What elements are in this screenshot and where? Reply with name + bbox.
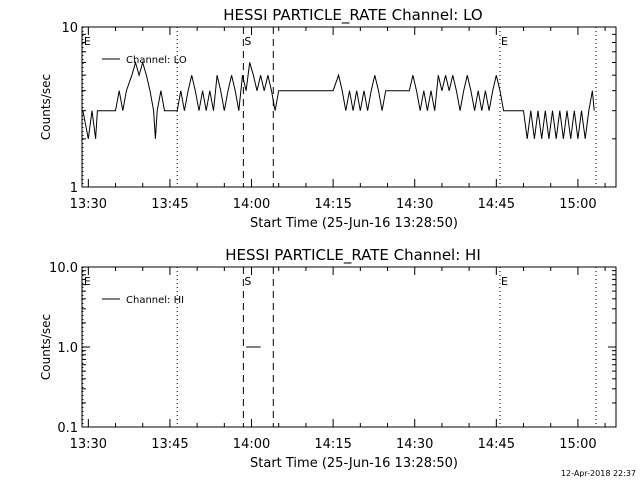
plot-frame — [81, 26, 617, 188]
marker-label: E — [501, 35, 508, 48]
x-tick-label: 13:30 — [70, 197, 107, 212]
y-tick-label: 10.0 — [49, 261, 78, 276]
x-tick-label: 13:30 — [70, 437, 107, 452]
x-tick-label: 14:45 — [478, 437, 515, 452]
legend-label: Channel: LO — [126, 55, 187, 66]
x-axis-label: Start Time (25-Jun-16 13:28:50) — [250, 456, 458, 471]
y-tick-label: 1.0 — [57, 341, 78, 356]
x-tick-label: 15:00 — [559, 437, 596, 452]
marker-label: E — [84, 275, 91, 288]
series-line-0 — [82, 60, 595, 139]
footer-timestamp: 12-Apr-2018 22:37 — [561, 469, 636, 478]
x-axis-label: Start Time (25-Jun-16 13:28:50) — [250, 216, 458, 231]
chart-title: HESSI PARTICLE_RATE Channel: LO — [223, 6, 482, 25]
x-tick-label: 14:30 — [396, 437, 433, 452]
marker-label: S — [244, 35, 251, 48]
y-axis-label: Counts/sec — [39, 74, 53, 140]
plot-frame — [81, 266, 617, 428]
x-tick-label: 14:15 — [314, 437, 351, 452]
chart-panel-hi: HESSI PARTICLE_RATE Channel: HI Counts/se… — [39, 246, 617, 471]
legend-label: Channel: HI — [126, 295, 184, 306]
y-tick-label: 1 — [70, 181, 78, 196]
chart-title: HESSI PARTICLE_RATE Channel: HI — [225, 246, 481, 265]
marker-label: E — [84, 35, 91, 48]
x-tick-label: 14:30 — [396, 197, 433, 212]
y-tick-label: 0.1 — [57, 421, 78, 436]
x-tick-label: 13:45 — [151, 437, 188, 452]
marker-label: E — [501, 275, 508, 288]
y-tick-label: 10 — [61, 21, 78, 36]
marker-label: S — [244, 275, 251, 288]
y-axis-label: Counts/sec — [39, 314, 53, 380]
x-tick-label: 14:00 — [233, 437, 270, 452]
chart-panel-lo: HESSI PARTICLE_RATE Channel: LO Counts/se… — [39, 6, 617, 231]
x-tick-label: 13:45 — [151, 197, 188, 212]
x-tick-label: 14:15 — [314, 197, 351, 212]
x-tick-label: 14:00 — [233, 197, 270, 212]
x-tick-label: 14:45 — [478, 197, 515, 212]
x-tick-label: 15:00 — [559, 197, 596, 212]
